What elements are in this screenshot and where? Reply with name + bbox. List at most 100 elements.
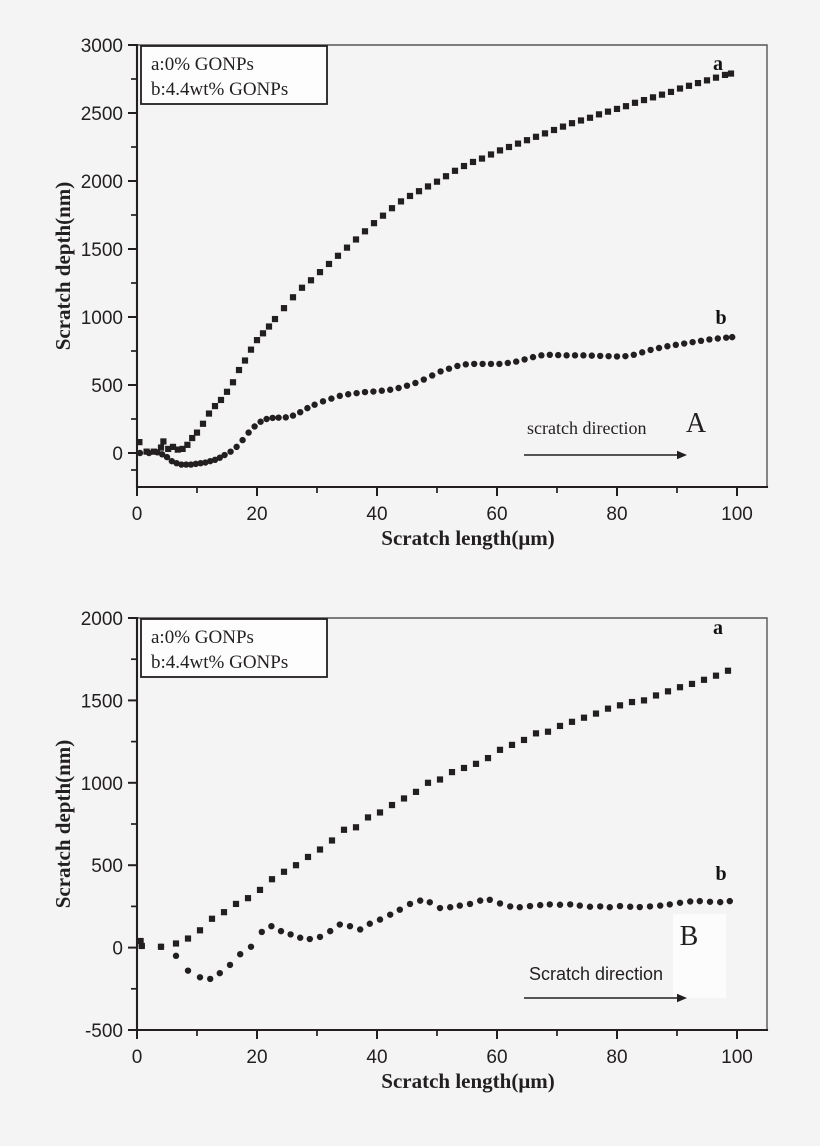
y-tick-label: 0: [112, 444, 123, 465]
data-point: [630, 351, 637, 359]
data-point: [316, 269, 324, 276]
data-point: [136, 439, 143, 446]
data-point: [606, 904, 613, 911]
data-point: [387, 386, 394, 393]
data-point: [150, 448, 157, 455]
x-axis-ticks: 0 20 40 60 80 100: [132, 1030, 753, 1068]
x-tick-label: 80: [606, 504, 627, 525]
data-point: [687, 898, 694, 905]
data-point: [595, 111, 603, 118]
data-point: [426, 899, 433, 906]
data-point: [712, 74, 720, 81]
data-point: [523, 137, 531, 144]
data-point: [287, 931, 294, 938]
data-point: [259, 330, 267, 337]
data-point: [325, 260, 333, 268]
x-tick-label: 20: [246, 504, 267, 525]
data-point: [211, 402, 219, 410]
data-point: [538, 352, 545, 359]
data-point: [157, 444, 165, 451]
x-tick-label: 100: [721, 1047, 753, 1068]
data-point: [541, 130, 549, 137]
data-series-a: [137, 667, 732, 950]
data-point: [178, 461, 185, 468]
panel-letter-backdrop: [673, 914, 726, 998]
data-point: [514, 140, 522, 147]
data-point: [406, 900, 414, 908]
data-point: [689, 338, 696, 346]
y-tick-label: 0: [112, 939, 123, 960]
data-point: [424, 183, 432, 190]
y-tick-label: 2500: [81, 104, 123, 125]
data-point: [232, 900, 240, 908]
data-point: [271, 315, 279, 323]
data-point: [376, 809, 384, 816]
data-point: [172, 940, 180, 947]
data-point: [729, 333, 736, 341]
data-point: [237, 950, 244, 958]
data-point: [714, 335, 721, 342]
data-point: [712, 672, 720, 679]
data-point: [184, 967, 192, 974]
data-series-b: [136, 333, 736, 468]
y-tick-label: 500: [91, 376, 123, 397]
data-point: [196, 974, 204, 981]
arrow-head-icon: [677, 993, 687, 1003]
data-point: [328, 395, 335, 402]
data-point: [703, 77, 711, 84]
data-point: [616, 902, 624, 910]
data-point: [568, 718, 576, 725]
data-point: [556, 722, 564, 730]
data-point: [639, 349, 646, 356]
data-point: [706, 336, 713, 343]
x-tick-label: 40: [366, 504, 387, 525]
data-point: [221, 451, 228, 459]
x-tick-label: 40: [366, 1047, 387, 1068]
x-axis-ticks: 0 20 40 60 80 100: [132, 487, 753, 525]
data-point: [412, 379, 419, 387]
data-point: [513, 358, 520, 365]
data-point: [197, 460, 204, 467]
data-point: [460, 162, 468, 170]
data-point: [472, 760, 480, 767]
plot-axes: [135, 616, 769, 1032]
data-point: [676, 85, 684, 92]
chart-svg-a: 0 500 1000 1500 2000 2500 3000 0 20 40 60 80 100 a b a:…: [51, 36, 769, 550]
data-point: [496, 900, 504, 907]
data-point: [588, 352, 595, 359]
data-point: [172, 952, 180, 960]
data-point: [724, 667, 732, 674]
data-point: [496, 360, 503, 368]
data-point: [211, 456, 219, 463]
y-tick-label: 1500: [81, 240, 123, 261]
data-point: [251, 423, 258, 430]
data-point: [597, 903, 604, 910]
data-point: [636, 903, 643, 911]
data-point: [664, 343, 671, 350]
data-point: [526, 902, 534, 910]
data-point: [563, 352, 570, 359]
data-point: [297, 409, 304, 416]
data-point: [546, 351, 553, 359]
data-point: [378, 387, 385, 394]
x-axis-title: Scratch length(μm): [381, 1069, 554, 1093]
data-point: [247, 943, 255, 950]
data-point: [577, 117, 585, 124]
data-point: [726, 897, 733, 905]
data-point: [235, 366, 243, 374]
legend: a:0% GONPs b:4.4wt% GONPs: [140, 45, 328, 105]
data-point: [226, 961, 234, 969]
data-point: [336, 921, 343, 928]
data-point: [652, 692, 660, 699]
data-point: [361, 228, 369, 235]
data-point: [376, 916, 384, 923]
data-point: [604, 108, 612, 115]
data-point: [532, 730, 540, 737]
data-point: [328, 837, 336, 844]
data-point: [184, 935, 192, 942]
data-point: [469, 158, 477, 166]
data-point: [688, 680, 696, 688]
data-point: [340, 826, 348, 833]
data-point: [646, 903, 654, 910]
data-point: [559, 123, 567, 130]
